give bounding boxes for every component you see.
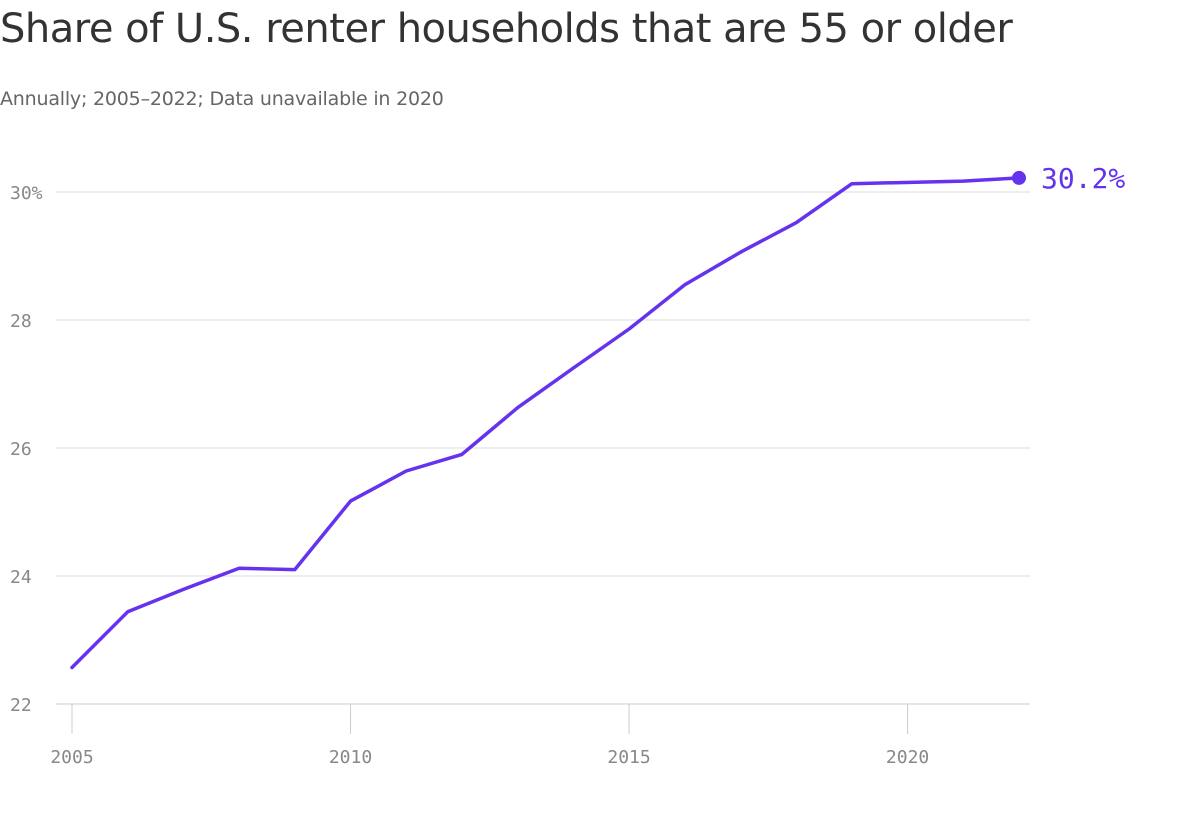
series-line (70, 176, 1021, 670)
axes (56, 703, 1030, 734)
x-tick-label: 2020 (886, 747, 929, 768)
x-tick-label: 2015 (607, 747, 650, 768)
y-tick-label: 26 (10, 439, 32, 460)
y-tick-label: 22 (10, 695, 32, 716)
chart-title: Share of U.S. renter households that are… (0, 6, 1013, 52)
y-tick-label: 24 (10, 567, 32, 588)
labels: 22 24 26 28 30% 2005 2010 2015 2020 30.2% (10, 162, 1125, 768)
x-tick-label: 2005 (50, 747, 93, 768)
end-value-label: 30.2% (1041, 162, 1125, 195)
series (70, 170, 1026, 670)
grid-lines (56, 191, 1030, 577)
chart-subtitle: Annually; 2005–2022; Data unavailable in… (0, 88, 444, 110)
x-tick-label: 2010 (329, 747, 372, 768)
y-tick-label: 28 (10, 311, 32, 332)
y-tick-label: 30% (10, 183, 43, 204)
end-point-marker (1012, 170, 1026, 185)
